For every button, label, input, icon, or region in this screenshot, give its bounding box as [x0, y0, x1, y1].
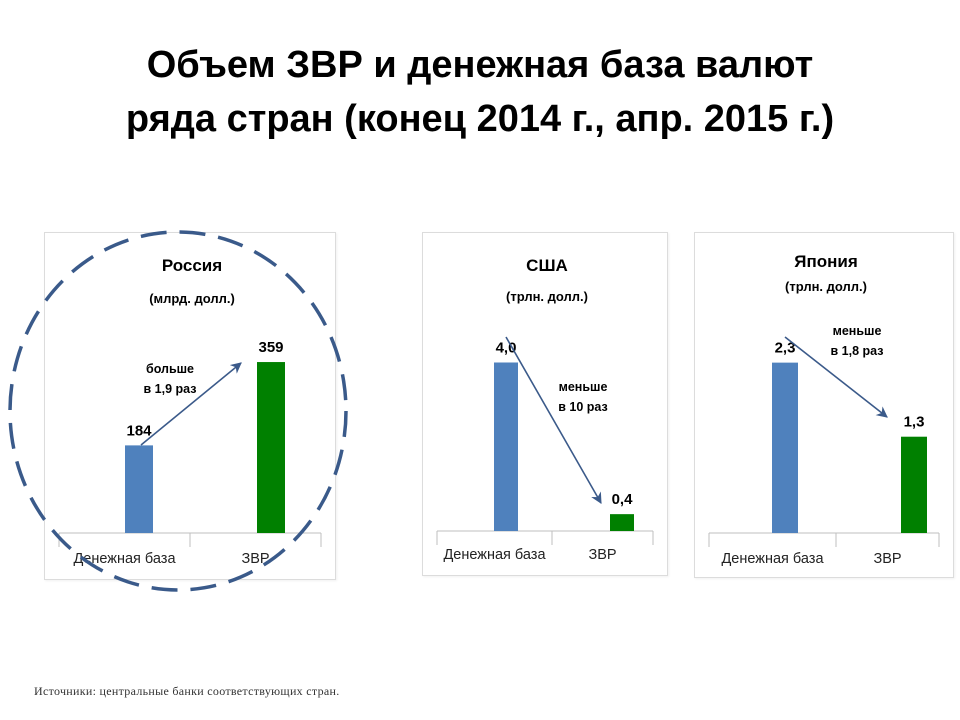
data-label: 359	[258, 339, 283, 356]
chart-title: Россия	[162, 256, 222, 275]
source-note: Источники: центральные банки соответству…	[34, 684, 340, 698]
ratio-annotation: в 1,8 раз	[831, 344, 884, 358]
chart-title: США	[526, 256, 568, 275]
change-arrow	[784, 336, 888, 418]
chart-usa: США (трлн. долл.) 4,0 Денежная база 0,4 ЗВР ме…	[436, 256, 654, 563]
category-label: Денежная база	[443, 547, 546, 563]
data-label: 0,4	[612, 491, 634, 508]
bar-reserves	[257, 362, 285, 533]
data-label: 1,3	[904, 414, 925, 431]
data-label: 184	[126, 422, 152, 439]
title-line-2: ряда стран (конец 2014 г., апр. 2015 г.)	[125, 98, 835, 140]
bar-monetary-base	[125, 445, 153, 533]
chart-unit: (трлн. долл.)	[506, 289, 588, 304]
bar-reserves	[901, 436, 927, 533]
chart-unit: (млрд. долл.)	[149, 291, 235, 306]
chart-unit: (трлн. долл.)	[785, 279, 867, 294]
chart-russia: Россия (млрд. долл.) 184 Денежная база 359 ЗВ…	[58, 256, 322, 567]
change-arrow	[505, 336, 602, 504]
category-label: Денежная база	[73, 551, 176, 567]
ratio-annotation: меньше	[833, 324, 882, 338]
chart-panel-usa: США (трлн. долл.) 4,0 Денежная база 0,4 ЗВР ме…	[422, 232, 668, 576]
bar-reserves	[610, 514, 634, 531]
ratio-annotation: больше	[146, 362, 194, 376]
chart-japan: Япония (трлн. долл.) 2,3 Денежная база 1,3 ЗВ…	[708, 252, 940, 567]
category-label: ЗВР	[588, 547, 616, 563]
category-label: ЗВР	[873, 551, 901, 567]
data-label: 2,3	[775, 340, 796, 357]
slide-title: Объем ЗВР и денежная база валют ряда стр…	[0, 38, 960, 146]
title-line-1: Объем ЗВР и денежная база валют	[146, 44, 814, 86]
ratio-annotation: меньше	[559, 380, 608, 394]
category-label: Денежная база	[721, 551, 824, 567]
bar-monetary-base	[494, 362, 518, 531]
ratio-annotation: в 10 раз	[558, 400, 608, 414]
chart-panel-russia: Россия (млрд. долл.) 184 Денежная база 359 ЗВ…	[44, 232, 336, 580]
category-label: ЗВР	[241, 551, 269, 567]
chart-title: Япония	[794, 252, 858, 271]
ratio-annotation: в 1,9 раз	[144, 382, 197, 396]
bar-monetary-base	[772, 362, 798, 533]
chart-panel-japan: Япония (трлн. долл.) 2,3 Денежная база 1,3 ЗВ…	[694, 232, 954, 578]
data-label: 4,0	[496, 339, 517, 356]
